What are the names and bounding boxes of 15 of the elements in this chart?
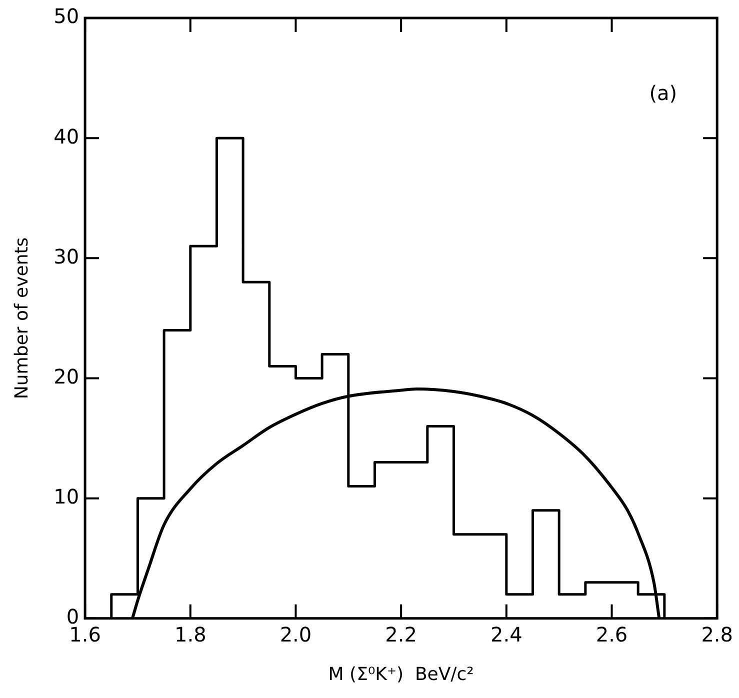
x-tick-label: 1.6	[69, 622, 101, 647]
x-tick-label: 2.8	[701, 622, 734, 647]
x-tick-label: 2.4	[490, 622, 522, 647]
y-tick-label: 40	[54, 124, 80, 148]
y-axis-title: Number of events	[11, 237, 32, 400]
x-tick-label: 2.2	[385, 622, 417, 647]
x-tick-label: 2.6	[596, 622, 628, 647]
x-axis-title: M (Σ⁰K⁺) BeV/c²	[328, 664, 474, 685]
x-tick-label: 2.0	[280, 622, 312, 647]
annotation: (a)	[649, 81, 678, 106]
x-tick-label: 1.8	[174, 622, 206, 647]
y-tick-label: 10	[54, 484, 80, 509]
y-tick-label: 20	[54, 364, 80, 388]
y-tick-label: 30	[54, 244, 80, 268]
y-tick-label: 50	[54, 4, 80, 28]
